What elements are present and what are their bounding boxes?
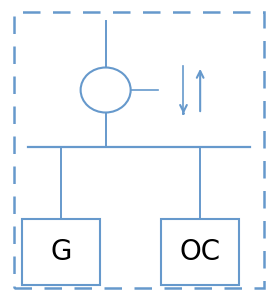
Text: G: G <box>51 238 72 266</box>
Ellipse shape <box>81 68 131 112</box>
Text: OC: OC <box>180 238 221 266</box>
Bar <box>22 219 100 285</box>
Bar <box>161 219 239 285</box>
